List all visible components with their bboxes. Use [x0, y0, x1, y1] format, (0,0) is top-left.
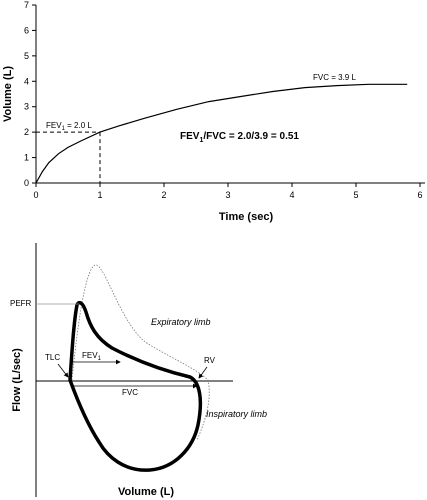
fvc-label: FVC = 3.9 L	[313, 73, 356, 82]
y-tick-label: 5	[24, 51, 29, 61]
rv-label: RV	[204, 356, 216, 365]
volume-curve	[35, 83, 408, 184]
y-tick-label: 0	[24, 178, 29, 188]
y-axis-title: Volume (L)	[2, 66, 14, 122]
x-tick-label: 6	[417, 190, 422, 200]
rv-arrow	[198, 366, 208, 379]
normal-loop-dotted	[71, 264, 210, 441]
volume-axis-title: Volume (L)	[118, 486, 174, 498]
y-tick-label: 7	[24, 0, 29, 10]
y-tick-label: 6	[24, 25, 29, 35]
fvc-loop-label: FVC	[122, 388, 138, 397]
x-tick-group: 0 1 2 3 4 5 6	[33, 183, 423, 200]
expiratory-limb-label: Expiratory limb	[151, 317, 211, 327]
x-tick-label: 1	[97, 190, 102, 200]
flow-axis-title: Flow (L/sec)	[11, 348, 23, 412]
y-tick-label: 1	[24, 153, 29, 163]
x-tick-label: 0	[33, 190, 38, 200]
x-tick-label: 5	[353, 190, 358, 200]
x-tick-label: 3	[225, 190, 230, 200]
obstructive-loop	[68, 300, 203, 472]
fev1-loop-label: FEV1	[82, 351, 102, 362]
y-tick-label: 4	[24, 76, 29, 86]
y-tick-label: 2	[24, 127, 29, 137]
pefr-label: PEFR	[10, 299, 32, 308]
x-axis-title: Time (sec)	[219, 211, 274, 223]
x-tick-label: 2	[161, 190, 166, 200]
inspiratory-limb-label: Inspiratory limb	[206, 409, 267, 419]
fev1-label: FEV1 = 2.0 L	[46, 121, 92, 132]
tlc-arrow	[57, 363, 69, 378]
y-tick-label: 3	[24, 102, 29, 112]
y-tick-group: 0 1 2 3 4 5 6 7	[24, 0, 36, 188]
tlc-label: TLC	[45, 353, 60, 362]
flow-volume-loop: Flow (L/sec) Volume (L) PEFR TLC FEV1 FV…	[10, 243, 267, 498]
ratio-label: FEV1/FVC = 2.0/3.9 = 0.51	[180, 131, 299, 144]
x-tick-label: 4	[289, 190, 294, 200]
volume-time-chart: 0 1 2 3 4 5 6 7 0 1 2 3 4 5 6 Volume (L) Time (sec) F…	[2, 0, 425, 223]
